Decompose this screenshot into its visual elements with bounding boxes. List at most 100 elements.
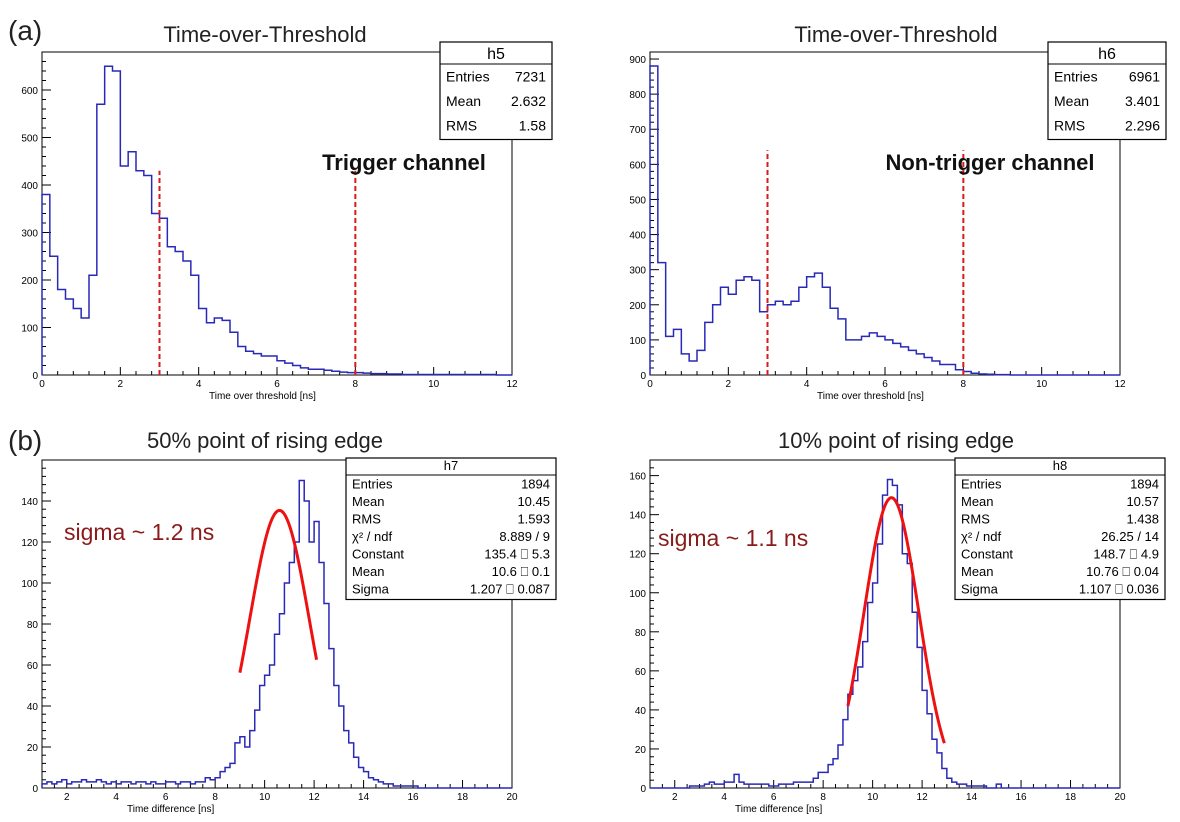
panel-label-b: (b) bbox=[8, 425, 42, 456]
y-tick-label: 100 bbox=[21, 579, 38, 590]
y-tick-label: 400 bbox=[629, 231, 646, 242]
y-tick-label: 40 bbox=[27, 702, 39, 713]
stats-row-value: 10.45 bbox=[517, 494, 550, 509]
chart-annotation: sigma ~ 1.1 ns bbox=[658, 525, 808, 551]
chart-annotation: Non-trigger channel bbox=[885, 150, 1094, 175]
histogram-series bbox=[649, 65, 1120, 376]
stats-row-label: Mean bbox=[1054, 93, 1089, 109]
x-tick-label: 4 bbox=[721, 792, 727, 803]
stats-row-label: Entries bbox=[961, 477, 1002, 492]
x-tick-label: 6 bbox=[882, 379, 888, 390]
stats-row-label: Mean bbox=[446, 93, 481, 109]
y-tick-label: 140 bbox=[21, 497, 38, 508]
x-tick-label: 10 bbox=[428, 379, 440, 390]
y-tick-label: 120 bbox=[21, 538, 38, 549]
x-tick-label: 18 bbox=[1065, 792, 1077, 803]
chart-title: Time-over-Threshold bbox=[163, 22, 366, 47]
stats-row-label: Mean bbox=[352, 494, 385, 509]
chart-h6: Time-over-Threshold 0 2 4 6 8 10 12 0 100 200 300 40… bbox=[629, 22, 1167, 402]
x-tick-label: 10 bbox=[1036, 379, 1048, 390]
y-tick-label: 0 bbox=[32, 784, 38, 795]
x-tick-label: 8 bbox=[212, 792, 218, 803]
stats-row-label: Mean bbox=[352, 564, 385, 579]
y-tick-label: 200 bbox=[21, 276, 38, 287]
stats-box: h7 Entries 1894 Mean 10.45 RMS 1.593 χ² / ndf 8.… bbox=[345, 457, 557, 601]
stats-row-label: χ² / ndf bbox=[352, 529, 392, 544]
stats-row-value: 1.593 bbox=[517, 512, 550, 527]
y-tick-label: 160 bbox=[629, 472, 646, 483]
y-tick-label: 80 bbox=[635, 628, 647, 639]
stats-box-frame bbox=[954, 457, 1166, 601]
stats-row-value: 7231 bbox=[515, 69, 546, 85]
stats-row-value: 2.632 bbox=[511, 93, 546, 109]
y-tick-label: 100 bbox=[629, 589, 646, 600]
x-tick-label: 20 bbox=[506, 792, 518, 803]
x-tick-label: 2 bbox=[64, 792, 70, 803]
stats-row-value: 1894 bbox=[521, 477, 550, 492]
x-tick-label: 4 bbox=[804, 379, 810, 390]
panel-label-a: (a) bbox=[8, 15, 42, 46]
x-tick-label: 8 bbox=[353, 379, 359, 390]
y-tick-label: 40 bbox=[635, 706, 647, 717]
y-tick-label: 500 bbox=[21, 134, 38, 145]
y-tick-label: 800 bbox=[629, 90, 646, 101]
y-tick-label: 0 bbox=[32, 371, 38, 382]
y-tick-label: 0 bbox=[640, 371, 646, 382]
x-tick-label: 12 bbox=[506, 379, 518, 390]
stats-row-label: Sigma bbox=[352, 582, 390, 597]
stats-box-name: h6 bbox=[1098, 46, 1116, 63]
stats-row-value: 8.889 / 9 bbox=[499, 529, 550, 544]
stats-row-label: Sigma bbox=[961, 582, 999, 597]
x-tick-label: 18 bbox=[457, 792, 469, 803]
chart-title: 50% point of rising edge bbox=[147, 428, 383, 453]
stats-row-value: 6961 bbox=[1129, 69, 1160, 85]
stats-row-label: χ² / ndf bbox=[961, 529, 1001, 544]
y-tick-label: 900 bbox=[629, 55, 646, 66]
stats-row-label: RMS bbox=[961, 512, 990, 527]
x-tick-label: 2 bbox=[672, 792, 678, 803]
x-tick-label: 0 bbox=[39, 379, 45, 390]
histogram-series bbox=[41, 65, 512, 376]
x-tick-label: 6 bbox=[771, 792, 777, 803]
x-tick-label: 6 bbox=[163, 792, 169, 803]
y-tick-label: 60 bbox=[635, 667, 647, 678]
x-tick-label: 2 bbox=[726, 379, 732, 390]
y-tick-label: 100 bbox=[21, 324, 38, 335]
stats-row-label: Entries bbox=[352, 477, 393, 492]
x-axis-label: Time over threshold [ns] bbox=[209, 391, 316, 402]
x-axis-label: Time difference [ns] bbox=[127, 804, 214, 815]
y-tick-label: 600 bbox=[21, 86, 38, 97]
stats-row-label: Entries bbox=[446, 69, 490, 85]
stats-box-name: h5 bbox=[487, 46, 505, 63]
chart-title: Time-over-Threshold bbox=[794, 22, 997, 47]
y-tick-label: 80 bbox=[27, 620, 39, 631]
stats-row-value: 10.76 ⎕ 0.04 bbox=[1086, 564, 1159, 579]
histogram-series bbox=[650, 478, 1120, 789]
stats-box-name: h7 bbox=[444, 458, 458, 473]
stats-row-label: RMS bbox=[446, 118, 477, 134]
y-tick-label: 400 bbox=[21, 181, 38, 192]
stats-box-frame bbox=[1047, 41, 1167, 141]
y-tick-label: 300 bbox=[629, 266, 646, 277]
stats-box: h8 Entries 1894 Mean 10.57 RMS 1.438 χ² / ndf 26… bbox=[954, 457, 1166, 601]
chart-annotation: sigma ~ 1.2 ns bbox=[64, 519, 214, 545]
x-tick-label: 10 bbox=[259, 792, 271, 803]
x-tick-label: 8 bbox=[961, 379, 967, 390]
y-tick-label: 20 bbox=[635, 745, 647, 756]
x-tick-label: 4 bbox=[113, 792, 119, 803]
y-tick-label: 120 bbox=[629, 550, 646, 561]
stats-row-label: Constant bbox=[961, 547, 1013, 562]
stats-row-value: 10.57 bbox=[1126, 494, 1159, 509]
x-tick-label: 16 bbox=[1015, 792, 1027, 803]
chart-h5: Time-over-Threshold 0 2 4 6 8 10 12 0 100 200 300 40… bbox=[21, 22, 553, 402]
stats-row-label: Entries bbox=[1054, 69, 1098, 85]
stats-row-label: Mean bbox=[961, 494, 994, 509]
stats-box: h5 Entries 7231 Mean 2.632 RMS 1.58 bbox=[439, 41, 553, 141]
stats-row-value: 1.207 ⎕ 0.087 bbox=[470, 582, 550, 597]
y-tick-label: 600 bbox=[629, 160, 646, 171]
stats-box-frame bbox=[439, 41, 553, 141]
stats-row-value: 1.438 bbox=[1126, 512, 1159, 527]
stats-row-value: 26.25 / 14 bbox=[1101, 529, 1159, 544]
